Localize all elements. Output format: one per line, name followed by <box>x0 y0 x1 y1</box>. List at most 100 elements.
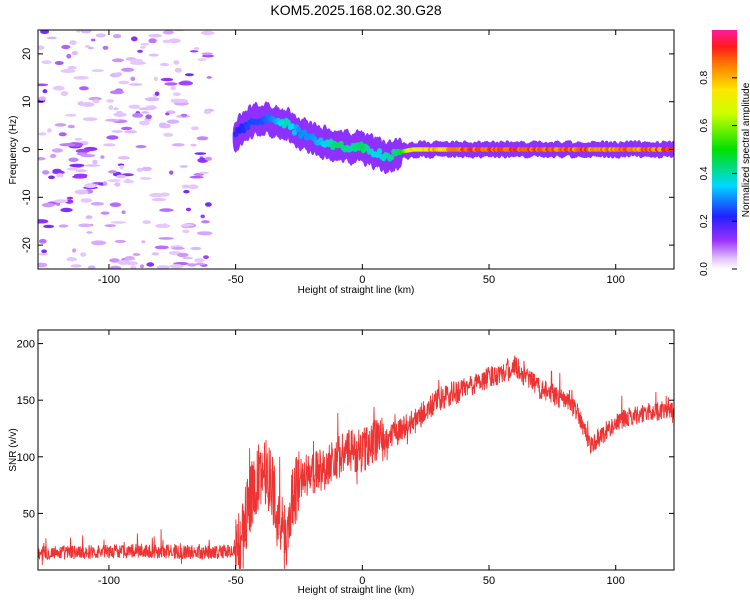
spectrogram-noise-cell <box>75 169 87 173</box>
spectrogram-noise-cell <box>102 45 109 50</box>
snr-y-ticks: 50 100 150 200 <box>17 339 674 520</box>
spectrogram-noise-cell <box>196 231 213 236</box>
spectrogram-noise-cell <box>84 164 101 167</box>
colorbar: 0.0 0.2 0.4 0.6 0.8 Normalized spectral ampl… <box>699 30 750 276</box>
spectrogram-noise-cell <box>187 263 197 267</box>
spectrogram-noise-cell <box>72 248 77 253</box>
spectrogram-noise-cell <box>75 148 90 154</box>
spectrogram-noise-cell <box>137 49 143 53</box>
spectrogram-noise-cell <box>172 92 181 96</box>
spectrogram-noise-cell <box>155 223 171 229</box>
spectrogram-noise-cell <box>80 198 93 203</box>
spectrogram-noise-cell <box>204 156 212 161</box>
spectrogram-y-tick-label: -20 <box>21 237 33 253</box>
spectrogram-noise-cell <box>52 168 62 173</box>
spectrogram-noise-cell <box>114 239 127 243</box>
spectrogram-noise-cell <box>156 265 170 269</box>
spectrogram-noise-cell <box>145 105 157 111</box>
spectrogram-noise-cell <box>140 43 150 46</box>
spectrogram-ridge-cell <box>245 124 251 131</box>
snr-x-tick-label: -100 <box>98 575 120 587</box>
spectrogram-noise-cell <box>42 89 48 94</box>
snr-marks <box>38 355 674 569</box>
spectrogram-noise-cell <box>106 135 119 140</box>
spectrogram-ridge-cell <box>358 141 364 148</box>
spectrogram-noise-cell <box>116 110 123 114</box>
spectrogram-ridge-cell <box>285 119 291 126</box>
spectrogram-noise-cell <box>91 240 107 246</box>
spectrogram-noise-cell <box>116 174 126 179</box>
snr-series-line <box>38 355 674 569</box>
spectrogram-noise-cell <box>109 202 122 207</box>
spectrogram-noise-cell <box>199 171 209 174</box>
spectrogram-noise-cell <box>121 210 126 215</box>
spectrogram-noise-cell <box>135 145 147 149</box>
spectrogram-noise-cell <box>111 130 123 133</box>
spectrogram-noise-cell <box>206 76 212 79</box>
spectrogram-noise-cell <box>183 190 190 194</box>
snr-x-tick-label: 50 <box>483 575 495 587</box>
spectrogram-noise-cell <box>103 143 116 147</box>
spectrogram-noise-cell <box>60 207 73 213</box>
spectrogram-noise-cell <box>67 167 78 171</box>
spectrogram-noise-cell <box>69 163 85 168</box>
spectrogram-noise-cell <box>169 170 174 175</box>
spectrogram-noise-cell <box>100 155 105 159</box>
spectrogram-noise-cell <box>197 58 207 61</box>
spectrogram-noise-cell <box>182 256 194 260</box>
spectrogram-noise-cell <box>104 224 117 228</box>
spectrogram-noise-cell <box>205 202 212 207</box>
spectrogram-noise-cell <box>200 30 215 36</box>
spectrogram-noise-cell <box>79 86 89 91</box>
spectrogram-noise-cell <box>74 137 82 141</box>
spectrogram-noise-cell <box>48 175 55 180</box>
spectrogram-noise-cell <box>180 113 188 117</box>
spectrogram-noise-cell <box>51 148 64 153</box>
spectrogram-noise-cell <box>110 221 127 224</box>
spectrogram-noise-cell <box>201 220 210 224</box>
spectrogram-x-tick-label: 100 <box>607 274 625 286</box>
colorbar-tick-label: 0.4 <box>699 166 710 180</box>
spectrogram-noise-cell <box>124 257 136 261</box>
spectrogram-noise-cell <box>67 66 77 70</box>
colorbar-label: Normalized spectral amplitude <box>741 82 750 217</box>
spectrogram-noise-cell <box>185 207 192 212</box>
spectrogram-noise-cell <box>158 237 175 240</box>
spectrogram-noise-cell <box>59 143 76 147</box>
spectrogram-noise-cell <box>106 99 115 103</box>
spectrogram-noise-cell <box>72 175 88 179</box>
spectrogram-y-tick-label: 20 <box>21 48 33 60</box>
spectrogram-noise-cell <box>145 114 152 120</box>
spectrogram-noise-cell <box>145 97 160 102</box>
spectrogram-noise-cell <box>114 182 121 187</box>
spectrogram-noise-cell <box>141 111 150 114</box>
spectrogram-noise-cell <box>141 166 152 171</box>
spectrogram-noise-cell <box>194 258 205 263</box>
spectrogram-noise-cell <box>41 249 47 254</box>
spectrogram-noise-cell <box>148 38 157 44</box>
spectrogram-ridge-cell <box>291 129 297 136</box>
spectrogram-noise-cell <box>69 40 77 45</box>
spectrogram-noise-cell <box>164 82 178 86</box>
spectrogram-noise-cell <box>148 53 159 57</box>
spectrogram-noise-cell <box>160 77 174 82</box>
spectrogram-y-label: Frequency (Hz) <box>8 116 19 185</box>
spectrogram-noise-cell <box>166 119 180 124</box>
spectrogram-ridge-cell <box>328 138 334 145</box>
spectrogram-noise-cell <box>170 85 176 91</box>
spectrogram-noise-cell <box>60 91 69 97</box>
spectrogram-x-tick-label: 0 <box>359 274 365 286</box>
spectrogram-noise-cell <box>42 170 50 175</box>
spectrogram-noise-cell <box>38 262 48 268</box>
spectrogram-noise-cell <box>138 120 150 126</box>
spectrogram-noise-cell <box>203 255 209 259</box>
spectrogram-y-tick-label: -10 <box>21 189 33 205</box>
spectrogram-noise-cell <box>65 114 77 117</box>
colorbar-tick-label: 0.6 <box>699 118 710 132</box>
spectrogram-noise-cell <box>123 180 135 184</box>
spectrogram-noise-cell <box>188 184 199 190</box>
spectrogram-noise-cell <box>160 62 169 67</box>
spectrogram-noise-cell <box>76 30 81 33</box>
spectrogram-noise-cell <box>38 45 45 50</box>
spectrogram-noise-cell <box>190 143 197 147</box>
